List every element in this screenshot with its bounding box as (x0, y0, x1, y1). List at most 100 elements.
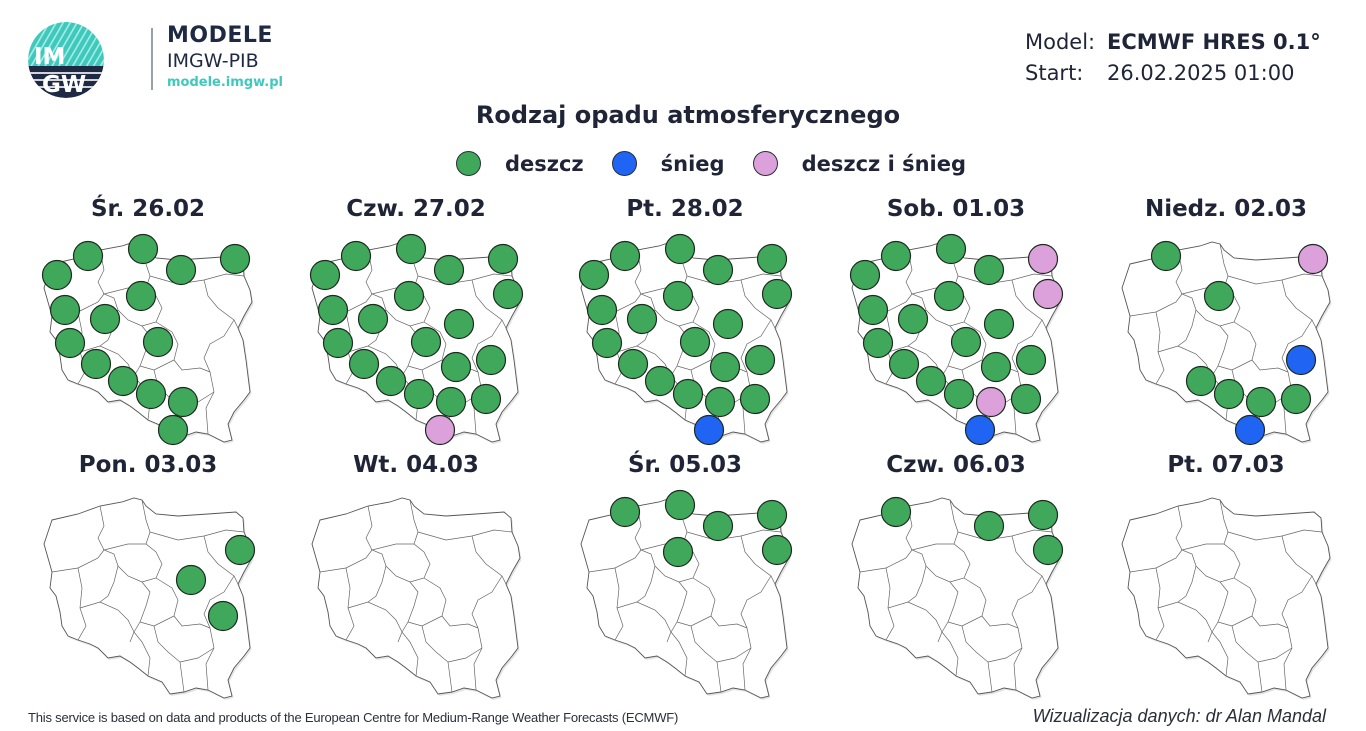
rain-precip-dot (107, 365, 139, 397)
voivodeship-border (141, 499, 151, 545)
voivodeship-border (1281, 279, 1317, 329)
rain-precip-dot (712, 308, 744, 340)
rain-precip-dot (165, 254, 197, 286)
rain-precip-dot (983, 308, 1015, 340)
rain-precip-dot (224, 534, 256, 566)
rain-precip-dot (626, 303, 658, 335)
rain-precip-dot (761, 534, 793, 566)
legend: deszcz śnieg deszcz i śnieg (0, 151, 1366, 176)
rain-precip-dot (492, 278, 524, 310)
voivodeship-border (1177, 565, 1197, 603)
snow-precip-dot (1285, 344, 1317, 376)
poland-map (18, 486, 278, 702)
logo-divider (151, 28, 153, 90)
rain-precip-dot (672, 378, 704, 410)
rain-precip-dot (943, 378, 975, 410)
legend-item-snow: śnieg (611, 151, 725, 176)
voivodeship-border (367, 565, 387, 603)
voivodeship-border (1177, 309, 1197, 347)
rain-precip-dot (888, 348, 920, 380)
rain-precip-dot (857, 294, 889, 326)
snow-dot-icon (611, 151, 637, 176)
voivodeship-border (1175, 505, 1183, 551)
rain-precip-dot (591, 327, 623, 359)
rain-precip-dot (950, 326, 982, 358)
voivodeship-border (670, 631, 688, 677)
map-panel: Pt. 07.03 (1096, 452, 1356, 702)
rain-precip-dot (317, 294, 349, 326)
rain-precip-dot (175, 564, 207, 596)
start-label: Start: (1025, 61, 1084, 85)
voivodeship-border (471, 575, 503, 691)
rain-precip-dot (157, 414, 189, 446)
panel-date: Pt. 28.02 (626, 196, 744, 222)
voivodeship-border (1219, 243, 1229, 289)
mixed-precip-dot (424, 414, 456, 446)
voivodeship-border (1211, 581, 1229, 633)
voivodeship-border (203, 279, 239, 329)
voivodeship-border (203, 319, 235, 435)
voivodeship-border (1011, 575, 1043, 691)
voivodeship-border (51, 549, 105, 573)
rain-precip-dot (357, 303, 389, 335)
rain-precip-dot (1027, 499, 1059, 531)
rain-precip-dot (435, 386, 467, 418)
logo-url[interactable]: modele.imgw.pl (167, 75, 283, 90)
voivodeship-border (690, 625, 722, 693)
rain-precip-dot (644, 365, 676, 397)
map-panel: Śr. 05.03 (555, 452, 815, 702)
mixed-precip-dot (1027, 243, 1059, 275)
rain-precip-dot (586, 294, 618, 326)
mixed-precip-dot (1297, 243, 1329, 275)
voivodeship-border (716, 647, 752, 663)
poland-map (1096, 486, 1356, 702)
rain-precip-dot (617, 348, 649, 380)
voivodeship-border (907, 565, 927, 603)
voivodeship-border (941, 631, 959, 677)
voivodeship-border (401, 631, 419, 677)
snow-precip-dot (964, 414, 996, 446)
rain-precip-dot (1203, 280, 1235, 312)
rain-precip-dot (1185, 365, 1217, 397)
rain-precip-dot (1150, 240, 1182, 272)
rain-precip-dot (72, 240, 104, 272)
map-panel: Niedz. 02.03 (1096, 196, 1356, 446)
voivodeship-border (347, 601, 403, 643)
map-panel: Czw. 06.03 (826, 452, 1086, 702)
rain-precip-dot (702, 510, 734, 542)
snow-precip-dot (1234, 414, 1266, 446)
rain-precip-dot (704, 386, 736, 418)
voivodeship-border (1129, 549, 1183, 573)
rain-precip-dot (125, 280, 157, 312)
rain-precip-dot (142, 326, 174, 358)
rain-precip-dot (933, 280, 965, 312)
poland-map (826, 486, 1086, 702)
voivodeship-border (365, 505, 373, 551)
rain-precip-dot (662, 280, 694, 312)
legend-item-rain: deszcz (455, 151, 584, 176)
mixed-precip-dot (975, 386, 1007, 418)
panel-date: Pt. 07.03 (1167, 452, 1285, 478)
logo-subtitle: IMGW-PIB (167, 50, 259, 72)
rain-precip-dot (1015, 344, 1047, 376)
voivodeship-border (616, 601, 672, 643)
rain-precip-dot (664, 489, 696, 521)
poland-map (555, 230, 815, 446)
start-value: 26.02.2025 01:00 (1107, 61, 1295, 85)
rain-precip-dot (880, 240, 912, 272)
rain-precip-dot (322, 327, 354, 359)
rain-precip-dot (135, 378, 167, 410)
poland-map (826, 230, 1086, 446)
rain-precip-dot (403, 378, 435, 410)
legend-item-mixed: deszcz i śnieg (752, 151, 966, 176)
voivodeship-border (740, 575, 772, 691)
voivodeship-border (1011, 535, 1047, 585)
rain-precip-dot (219, 243, 251, 275)
rain-precip-dot (578, 259, 610, 291)
rain-precip-dot (393, 280, 425, 312)
panel-date: Czw. 27.02 (346, 196, 486, 222)
rain-precip-dot (702, 254, 734, 286)
voivodeship-border (99, 565, 119, 603)
voivodeship-border (1211, 325, 1229, 377)
rain-precip-dot (127, 233, 159, 265)
